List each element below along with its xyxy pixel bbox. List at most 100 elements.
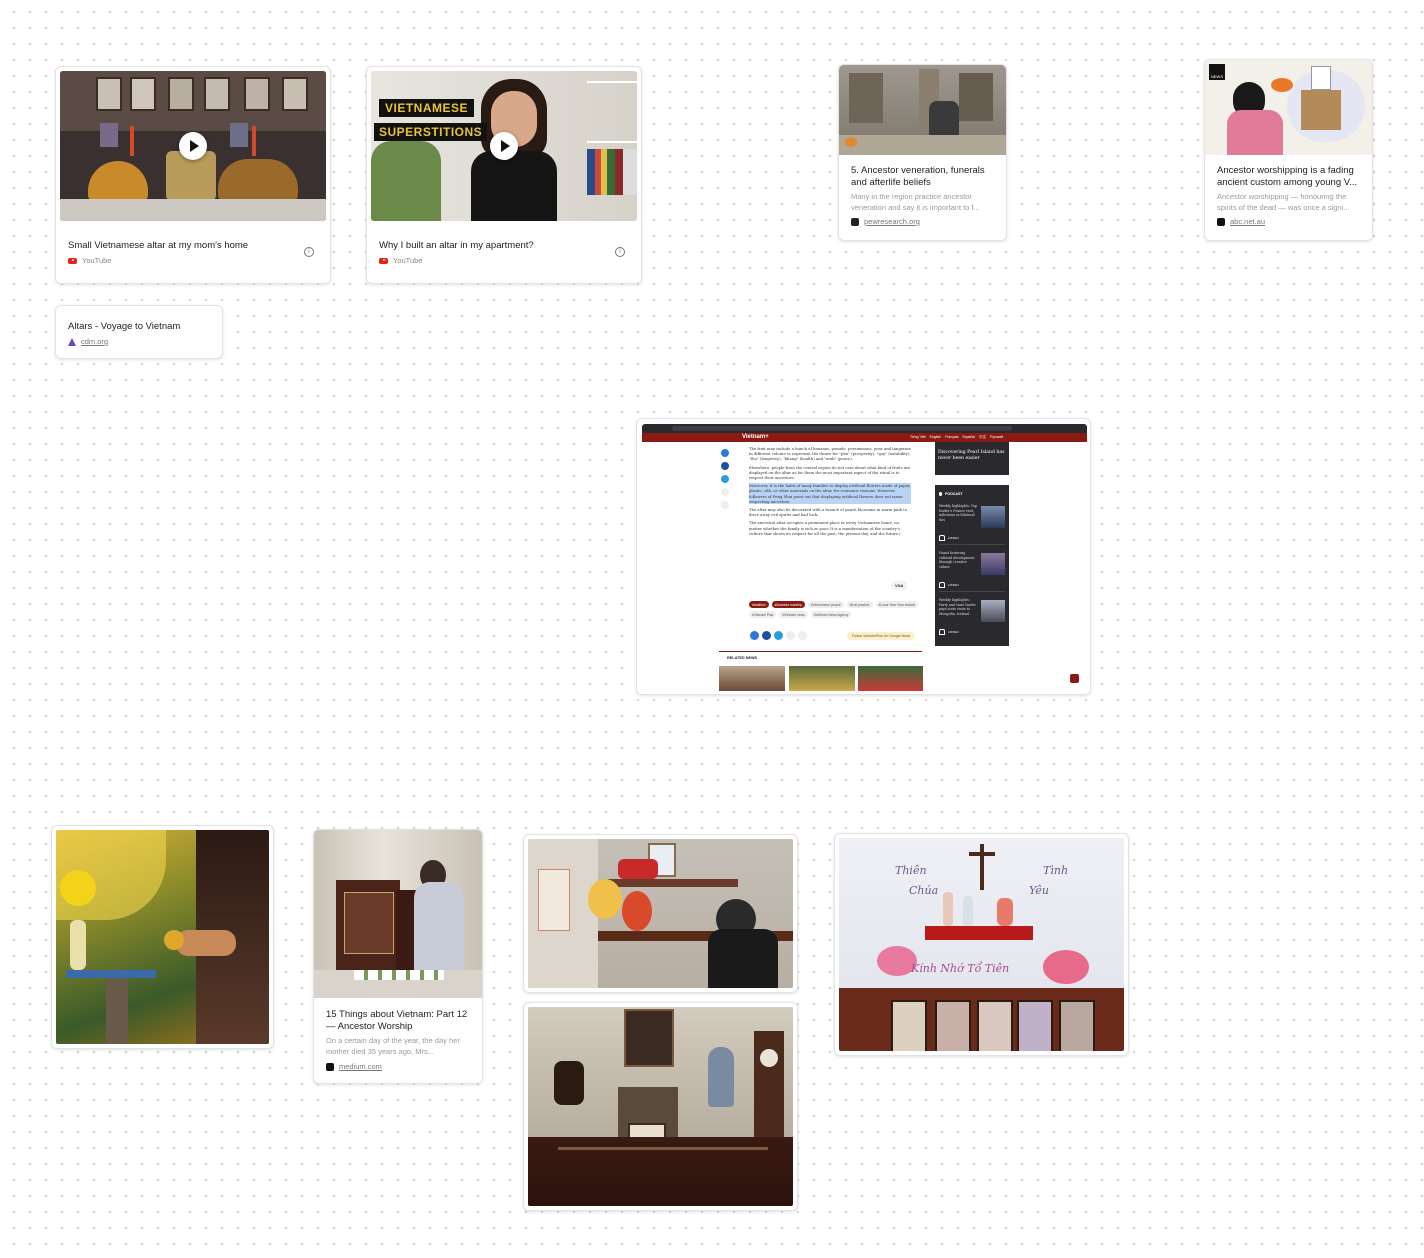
- lang-link[interactable]: 中文: [979, 435, 987, 439]
- link-title[interactable]: Altars - Voyage to Vietnam: [68, 321, 181, 332]
- link-icon[interactable]: [721, 501, 729, 509]
- related-thumb[interactable]: [858, 666, 923, 691]
- screenshot-card-vietnamplus[interactable]: Vietnam+ Tiếng Việt English Français Esp…: [636, 418, 1091, 695]
- facebook-icon[interactable]: [762, 631, 771, 640]
- article-description: Ancestor worshipping — honouring the spi…: [1217, 192, 1350, 212]
- article-card-abc[interactable]: NEWS Ancestor worshipping is a fading an…: [1204, 59, 1373, 241]
- headphones-icon: [939, 582, 945, 588]
- article-link[interactable]: medium.com: [326, 1062, 382, 1071]
- wall-lettering: Yêu: [1029, 884, 1049, 897]
- headphones-icon: [939, 535, 945, 541]
- zalo-icon[interactable]: [721, 449, 729, 457]
- thumbnail-caption-line1: VIETNAMESE: [379, 99, 475, 117]
- tag[interactable]: #tradition: [749, 601, 769, 608]
- lang-link[interactable]: Español: [962, 435, 976, 439]
- podcast-item[interactable]: Weekly highlights: Party and state leade…: [939, 598, 1005, 638]
- wall-lettering: Chúa: [909, 884, 939, 897]
- related-thumb[interactable]: [719, 666, 785, 691]
- paragraph: Elsewhere, people from the central regio…: [749, 464, 911, 481]
- tag[interactable]: #Ancestor worship: [771, 601, 805, 608]
- wall-lettering: Kính Nhớ Tổ Tiên: [911, 962, 1010, 975]
- podcast-item[interactable]: Weekly highlights: Top leader's France v…: [939, 504, 1005, 545]
- lang-link[interactable]: Pусский: [990, 435, 1004, 439]
- paragraph: The ancestral altar occupies a prominent…: [749, 520, 902, 536]
- article-title[interactable]: 5. Ancestor veneration, funerals and aft…: [851, 165, 985, 188]
- listen-button[interactable]: LISTEN: [939, 582, 959, 588]
- paragraph: The fruit may include a bunch of bananas…: [749, 446, 911, 462]
- site-logo[interactable]: Vietnam+: [742, 434, 769, 440]
- article-title[interactable]: Ancestor worshipping is a fading ancient…: [1217, 165, 1358, 188]
- tag[interactable]: #fruit practice: [846, 601, 873, 608]
- article-link[interactable]: pewresearch.org: [851, 217, 920, 226]
- link-url[interactable]: cdm.org: [68, 337, 108, 346]
- sidebar-promo[interactable]: Discovering Pearl Island has never been …: [935, 442, 1009, 475]
- sidebar-promo-title[interactable]: Discovering Pearl Island has never been …: [938, 450, 1005, 461]
- listen-button[interactable]: LISTEN: [939, 629, 959, 635]
- tag[interactable]: #Vietnam Plus: [749, 611, 777, 618]
- image-card-wooden-altar[interactable]: [523, 1002, 798, 1211]
- related-news-heading: RELATED NEWS: [727, 656, 758, 660]
- print-icon[interactable]: [721, 488, 729, 496]
- play-icon[interactable]: [179, 132, 207, 160]
- site-header-bar: Vietnam+ Tiếng Việt English Français Esp…: [642, 433, 1087, 442]
- video-thumbnail[interactable]: VIETNAMESE SUPERSTITIONS: [371, 71, 637, 221]
- image-card-offering-fruit[interactable]: [51, 825, 274, 1049]
- article-image: [314, 830, 482, 998]
- thumbnail-caption-line2: SUPERSTITIONS: [374, 123, 488, 141]
- pew-favicon-icon: [851, 217, 859, 226]
- print-icon[interactable]: [786, 631, 795, 640]
- wall-lettering: Tình: [1043, 864, 1069, 877]
- image-card-home-altar[interactable]: [523, 834, 798, 993]
- lang-link[interactable]: Tiếng Việt: [910, 435, 926, 439]
- link-card-cdm[interactable]: Altars - Voyage to Vietnam cdm.org: [55, 305, 223, 359]
- twitter-icon[interactable]: [721, 475, 729, 483]
- highlighted-paragraph: Moreover, it is the habit of many famili…: [749, 483, 911, 505]
- video-title[interactable]: Why I built an altar in my apartment?: [379, 240, 534, 251]
- article-card-medium[interactable]: 15 Things about Vietnam: Part 12 — Ances…: [313, 829, 483, 1084]
- article-link[interactable]: abc.net.au: [1217, 217, 1265, 226]
- video-card-built-altar-apartment[interactable]: VIETNAMESE SUPERSTITIONS Why I built an …: [366, 66, 642, 284]
- paragraph: The altar may also be decorated with a b…: [749, 507, 908, 518]
- facebook-icon[interactable]: [721, 462, 729, 470]
- follow-google-news[interactable]: Follow VietnamPlus On Google News: [847, 632, 916, 640]
- headphones-icon: [939, 629, 945, 635]
- video-source: YouTube: [68, 256, 111, 265]
- podcast-heading: PODCAST: [939, 492, 963, 496]
- info-icon[interactable]: i: [304, 247, 314, 257]
- bottom-share-row: [750, 631, 807, 640]
- medium-favicon-icon: [326, 1062, 334, 1071]
- info-icon[interactable]: i: [615, 247, 625, 257]
- cdm-favicon-icon: [68, 337, 76, 346]
- article-card-pewresearch[interactable]: 5. Ancestor veneration, funerals and aft…: [838, 64, 1007, 241]
- tag[interactable]: #Lunar New Year festival: [875, 601, 918, 608]
- article-image: [839, 65, 1006, 155]
- article-description: On a certain day of the year, the day he…: [326, 1036, 460, 1056]
- video-thumbnail[interactable]: [60, 71, 326, 221]
- back-to-top-button[interactable]: [1070, 674, 1079, 683]
- lang-link[interactable]: English: [929, 435, 942, 439]
- tag[interactable]: #Vietnam News Agency: [810, 611, 852, 618]
- twitter-icon[interactable]: [774, 631, 783, 640]
- video-title[interactable]: Small Vietnamese altar at my mom's home: [68, 240, 249, 251]
- related-thumb[interactable]: [789, 666, 855, 691]
- photo: [528, 1007, 793, 1206]
- video-card-altar-moms-home[interactable]: Small Vietnamese altar at my mom's home …: [55, 66, 331, 284]
- tag[interactable]: #Vietnam news: [779, 611, 808, 618]
- lang-link[interactable]: Français: [945, 435, 959, 439]
- tag[interactable]: #Vietnamese people: [807, 601, 844, 608]
- zalo-icon[interactable]: [750, 631, 759, 640]
- abc-favicon-icon: [1217, 217, 1225, 226]
- tag-list: #tradition #Ancestor worship #Vietnamese…: [749, 601, 919, 618]
- photo: [528, 839, 793, 988]
- article-title[interactable]: 15 Things about Vietnam: Part 12 — Ances…: [326, 1009, 468, 1032]
- link-icon[interactable]: [798, 631, 807, 640]
- share-bar: [721, 449, 729, 509]
- wall-lettering: Thiên: [895, 864, 927, 877]
- play-icon[interactable]: [490, 132, 518, 160]
- photo: Thiên Chúa Tình Yêu Kính Nhớ Tổ Tiên: [839, 838, 1124, 1051]
- video-source: YouTube: [379, 256, 422, 265]
- image-card-catholic-ancestor-altar[interactable]: Thiên Chúa Tình Yêu Kính Nhớ Tổ Tiên: [834, 833, 1129, 1056]
- listen-button[interactable]: LISTEN: [939, 535, 959, 541]
- podcast-item[interactable]: Hanoi fostering cultural development thr…: [939, 551, 1005, 592]
- microphone-icon: [939, 492, 942, 496]
